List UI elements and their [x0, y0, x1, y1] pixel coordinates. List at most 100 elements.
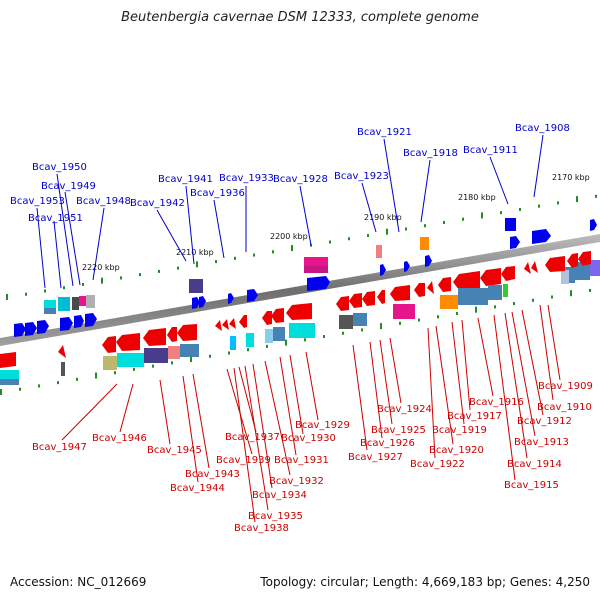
- gene-label[interactable]: Bcav_1947: [32, 442, 87, 453]
- gene-label[interactable]: Bcav_1908: [515, 123, 570, 134]
- cog-box[interactable]: [168, 346, 180, 359]
- cog-box[interactable]: [304, 266, 328, 273]
- gene-label[interactable]: Bcav_1921: [357, 127, 412, 138]
- cog-box[interactable]: [590, 260, 600, 276]
- cog-box[interactable]: [117, 353, 144, 367]
- gene-arrow[interactable]: [362, 291, 375, 306]
- gene-label[interactable]: Bcav_1909: [538, 381, 593, 392]
- gene-label[interactable]: Bcav_1926: [360, 438, 415, 449]
- gene-arrow[interactable]: [102, 336, 116, 353]
- cog-box[interactable]: [0, 370, 19, 379]
- gene-arrow[interactable]: [590, 219, 597, 231]
- gene-label[interactable]: Bcav_1920: [429, 445, 484, 456]
- cog-box[interactable]: [61, 362, 65, 376]
- gene-label[interactable]: Bcav_1922: [410, 459, 465, 470]
- cog-box[interactable]: [376, 245, 382, 258]
- cog-box[interactable]: [304, 257, 328, 266]
- gene-label[interactable]: Bcav_1953: [10, 196, 65, 207]
- gene-label[interactable]: Bcav_1942: [130, 198, 185, 209]
- gene-arrow[interactable]: [531, 261, 538, 273]
- gene-label[interactable]: Bcav_1941: [158, 174, 213, 185]
- cog-box[interactable]: [72, 297, 79, 310]
- gene-arrow[interactable]: [286, 303, 312, 320]
- cog-box[interactable]: [353, 313, 367, 326]
- gene-arrow[interactable]: [37, 320, 49, 334]
- gene-arrow[interactable]: [510, 236, 520, 249]
- gene-arrow[interactable]: [60, 317, 73, 331]
- gene-label[interactable]: Bcav_1918: [403, 148, 458, 159]
- cog-box[interactable]: [503, 284, 508, 297]
- gene-label[interactable]: Bcav_1933: [219, 173, 274, 184]
- gene-arrow[interactable]: [438, 277, 451, 292]
- gene-arrow[interactable]: [85, 313, 97, 327]
- gene-arrow[interactable]: [307, 276, 330, 291]
- gene-arrow[interactable]: [480, 268, 501, 286]
- cog-box[interactable]: [44, 300, 56, 308]
- gene-label[interactable]: Bcav_1929: [295, 420, 350, 431]
- gene-arrow[interactable]: [427, 281, 434, 294]
- cog-box[interactable]: [144, 348, 168, 363]
- gene-arrow[interactable]: [143, 328, 166, 346]
- gene-label[interactable]: Bcav_1928: [273, 174, 328, 185]
- gene-label[interactable]: Bcav_1925: [371, 425, 426, 436]
- gene-label[interactable]: Bcav_1910: [537, 402, 592, 413]
- gene-label[interactable]: Bcav_1930: [281, 433, 336, 444]
- gene-arrow[interactable]: [116, 333, 140, 351]
- gene-arrow[interactable]: [192, 297, 200, 309]
- gene-label[interactable]: Bcav_1919: [432, 425, 487, 436]
- cog-box[interactable]: [189, 279, 203, 293]
- gene-arrow[interactable]: [545, 256, 565, 272]
- gene-arrow[interactable]: [380, 264, 386, 276]
- gene-label[interactable]: Bcav_1931: [274, 455, 329, 466]
- gene-label[interactable]: Bcav_1932: [269, 476, 324, 487]
- gene-arrow[interactable]: [578, 251, 591, 266]
- gene-arrow[interactable]: [414, 283, 425, 297]
- cog-box[interactable]: [273, 327, 285, 341]
- gene-label[interactable]: Bcav_1911: [463, 145, 518, 156]
- cog-box[interactable]: [246, 333, 254, 347]
- gene-arrow[interactable]: [167, 327, 177, 342]
- gene-arrow[interactable]: [215, 320, 222, 331]
- gene-arrow[interactable]: [532, 229, 551, 244]
- gene-label[interactable]: Bcav_1939: [216, 455, 271, 466]
- cog-box[interactable]: [0, 379, 19, 385]
- gene-label[interactable]: Bcav_1917: [447, 411, 502, 422]
- gene-label[interactable]: Bcav_1946: [92, 433, 147, 444]
- gene-label[interactable]: Bcav_1916: [469, 397, 524, 408]
- cog-box[interactable]: [488, 285, 502, 300]
- gene-arrow[interactable]: [404, 261, 410, 272]
- gene-label[interactable]: Bcav_1923: [334, 171, 389, 182]
- gene-arrow[interactable]: [229, 318, 236, 329]
- cog-box[interactable]: [575, 262, 590, 280]
- gene-label[interactable]: Bcav_1938: [234, 523, 289, 534]
- gene-label[interactable]: Bcav_1934: [252, 490, 307, 501]
- gene-arrow[interactable]: [222, 319, 229, 330]
- gene-arrow[interactable]: [239, 315, 247, 328]
- gene-arrow[interactable]: [14, 323, 26, 337]
- gene-label[interactable]: Bcav_1937: [225, 432, 280, 443]
- cog-box[interactable]: [458, 288, 488, 305]
- gene-label[interactable]: Bcav_1948: [76, 196, 131, 207]
- gene-label[interactable]: Bcav_1950: [32, 162, 87, 173]
- cog-box[interactable]: [79, 296, 86, 306]
- cog-box[interactable]: [103, 356, 117, 370]
- gene-arrow[interactable]: [58, 345, 66, 358]
- gene-arrow[interactable]: [390, 285, 410, 301]
- cog-box[interactable]: [44, 308, 56, 314]
- gene-arrow[interactable]: [25, 322, 37, 336]
- gene-label[interactable]: Bcav_1943: [185, 469, 240, 480]
- cog-box[interactable]: [265, 329, 273, 343]
- cog-box[interactable]: [393, 304, 415, 319]
- gene-arrow[interactable]: [453, 271, 480, 290]
- gene-label[interactable]: Bcav_1912: [517, 416, 572, 427]
- cog-box[interactable]: [86, 295, 95, 308]
- gene-arrow[interactable]: [271, 308, 284, 323]
- cog-box[interactable]: [58, 297, 70, 311]
- cog-box[interactable]: [289, 323, 315, 338]
- gene-label[interactable]: Bcav_1944: [170, 483, 225, 494]
- gene-label[interactable]: Bcav_1913: [514, 437, 569, 448]
- cog-box[interactable]: [180, 344, 199, 357]
- cog-box[interactable]: [230, 336, 236, 350]
- gene-arrow[interactable]: [524, 262, 531, 274]
- gene-label[interactable]: Bcav_1935: [248, 511, 303, 522]
